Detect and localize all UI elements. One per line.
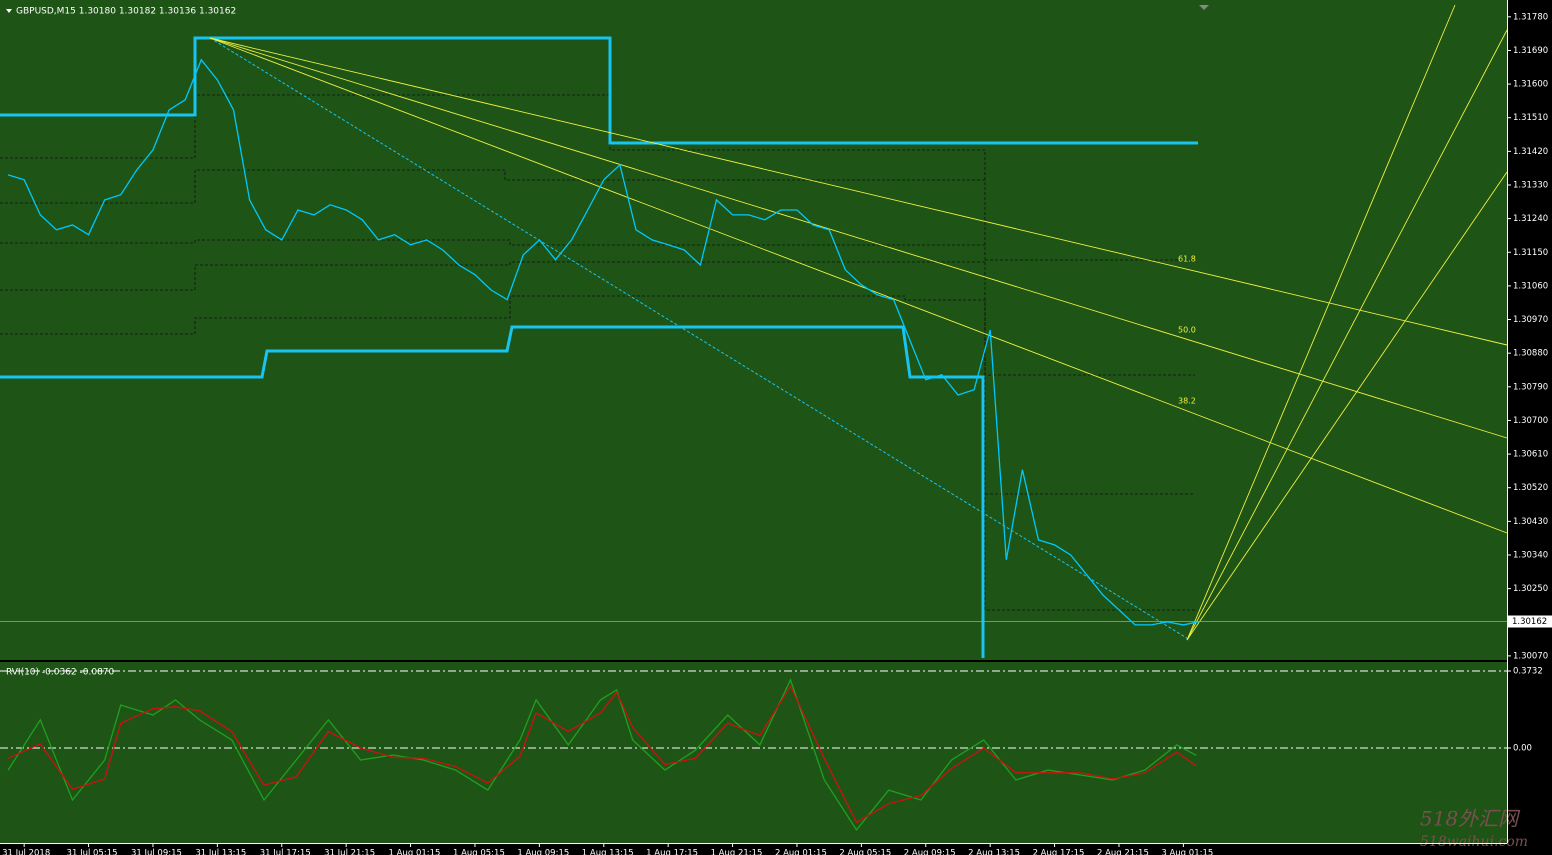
y-tick-label: 1.30610 — [1513, 450, 1548, 460]
x-tick-label: 1 Aug 01:15 — [389, 849, 441, 855]
fib-label: 50.0 — [1178, 326, 1196, 335]
indicator-title: RVI(10) -0.0362 -0.0870 — [6, 668, 115, 678]
x-tick-label: 1 Aug 13:15 — [582, 849, 634, 855]
x-tick-label: 31 Jul 17:15 — [260, 849, 311, 855]
x-tick-label: 2 Aug 13:15 — [968, 849, 1020, 855]
y-tick-label: 1.31240 — [1513, 214, 1548, 224]
y-tick-label: 0.00 — [1513, 744, 1532, 754]
x-tick-label: 2 Aug 17:15 — [1033, 849, 1085, 855]
y-tick-label: 1.30880 — [1513, 349, 1548, 359]
x-tick-label: 31 Jul 09:15 — [131, 849, 182, 855]
y-tick-label: 1.30520 — [1513, 483, 1548, 493]
series-line — [7, 58, 1200, 626]
y-tick-label: 1.30970 — [1513, 315, 1548, 325]
y-tick-label: 1.31060 — [1513, 281, 1548, 291]
y-tick-label: 1.30430 — [1513, 517, 1548, 527]
drawings — [0, 4, 1508, 658]
x-tick-label: 1 Aug 17:15 — [646, 849, 698, 855]
y-tick-label: 1.30700 — [1513, 416, 1548, 426]
x-tick-label: 2 Aug 01:15 — [775, 849, 827, 855]
y-tick-label: 1.30070 — [1513, 651, 1548, 661]
y-tick-label: 1.31150 — [1513, 248, 1548, 258]
series-line — [7, 678, 1197, 832]
y-tick-label: 0.3732 — [1513, 666, 1543, 676]
y-tick-label: 1.31510 — [1513, 113, 1548, 123]
y-tick-label: 1.30790 — [1513, 382, 1548, 392]
y-tick-label: 1.30250 — [1513, 584, 1548, 594]
y-tick-label: 1.31600 — [1513, 80, 1548, 90]
x-tick-label: 1 Aug 05:15 — [453, 849, 505, 855]
y-tick-label: 1.31690 — [1513, 46, 1548, 56]
price-box — [1508, 615, 1552, 628]
y-tick-label: 1.31780 — [1513, 12, 1548, 22]
x-tick-label: 1 Aug 21:15 — [711, 849, 763, 855]
y-tick-label: 1.30340 — [1513, 550, 1548, 560]
x-tick-label: 31 Jul 13:15 — [195, 849, 246, 855]
watermark: 518waihui.com — [1420, 834, 1528, 850]
x-tick-label: 31 Jul 05:15 — [67, 849, 118, 855]
rvi-pane — [0, 662, 1507, 843]
x-tick-label: 1 Aug 09:15 — [517, 849, 569, 855]
fib-label: 61.8 — [1178, 255, 1196, 264]
chart-title: GBPUSD,M15 1.30180 1.30182 1.30136 1.301… — [16, 7, 236, 17]
x-tick-label: 2 Aug 21:15 — [1097, 849, 1149, 855]
x-tick-label: 31 Jul 21:15 — [324, 849, 375, 855]
y-tick-label: 1.31330 — [1513, 180, 1548, 190]
y-tick-label: 1.31420 — [1513, 147, 1548, 157]
series-line — [7, 684, 1197, 824]
fib-label: 38.2 — [1178, 397, 1196, 406]
x-tick-label: 2 Aug 05:15 — [839, 849, 891, 855]
x-tick-label: 2 Aug 09:15 — [904, 849, 956, 855]
price-label: 1.30162 — [1512, 617, 1547, 627]
price-pane — [0, 0, 1507, 660]
watermark: 518外汇网 — [1420, 807, 1521, 831]
x-tick-label: 31 Jul 2018 — [2, 849, 50, 855]
x-tick-label: 3 Aug 01:15 — [1161, 849, 1213, 855]
